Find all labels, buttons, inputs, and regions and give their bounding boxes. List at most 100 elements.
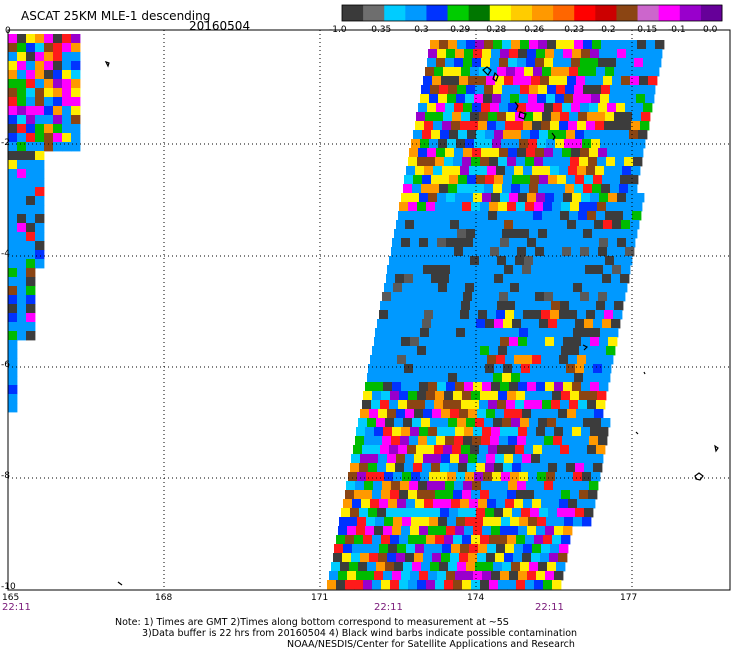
data-cell <box>461 112 471 122</box>
data-cell <box>562 481 572 491</box>
data-cell <box>35 214 45 224</box>
data-cell <box>419 382 429 392</box>
data-cell <box>462 535 472 545</box>
data-cell <box>540 76 550 86</box>
data-cell <box>574 85 584 95</box>
data-cell <box>645 94 655 104</box>
data-cell <box>359 508 369 518</box>
data-cell <box>405 409 415 419</box>
data-cell <box>408 391 418 401</box>
data-cell <box>577 166 587 176</box>
data-cell <box>422 130 432 140</box>
data-cell <box>438 328 448 338</box>
data-cell <box>44 142 54 152</box>
data-cell <box>458 463 468 473</box>
data-cell <box>457 229 467 239</box>
data-cell <box>598 103 608 113</box>
data-cell <box>559 310 569 320</box>
data-cell <box>604 310 614 320</box>
colorbar-swatch <box>553 5 575 21</box>
data-cell <box>507 346 517 356</box>
data-cell <box>53 115 63 125</box>
data-cell <box>572 382 582 392</box>
data-cell <box>422 175 432 185</box>
data-cell <box>587 211 597 221</box>
note-line-2: 3)Data buffer is 22 hrs from 20160504 4)… <box>142 628 578 639</box>
data-cell <box>427 58 437 68</box>
data-cell <box>500 193 510 203</box>
y-tick-6: -6 <box>1 360 10 370</box>
data-cell <box>381 535 391 545</box>
data-cell <box>477 454 487 464</box>
data-cell <box>361 544 371 554</box>
data-cell <box>531 220 541 230</box>
data-cell <box>360 409 370 419</box>
data-cell <box>614 112 624 122</box>
data-cell <box>446 337 456 347</box>
data-cell <box>628 85 638 95</box>
data-cell <box>626 49 636 59</box>
data-cell <box>437 193 447 203</box>
data-cell <box>509 571 519 581</box>
data-cell <box>596 67 606 77</box>
data-cell <box>44 97 54 107</box>
data-cell <box>598 148 608 158</box>
data-cell <box>407 301 417 311</box>
data-cell <box>429 139 439 149</box>
data-cell <box>504 409 514 419</box>
data-cell <box>53 133 63 143</box>
data-cell <box>566 274 576 284</box>
data-cell <box>451 544 461 554</box>
data-cell <box>613 166 623 176</box>
data-cell <box>473 526 483 536</box>
data-cell <box>540 265 550 275</box>
data-cell <box>445 481 455 491</box>
data-cell <box>489 580 499 590</box>
data-cell <box>363 391 373 401</box>
data-cell <box>439 562 449 572</box>
data-cell <box>384 517 394 527</box>
data-cell <box>608 49 618 59</box>
data-cell <box>8 358 18 368</box>
data-cell <box>496 310 506 320</box>
data-cell <box>518 49 528 59</box>
data-cell <box>529 85 539 95</box>
data-cell <box>420 94 430 104</box>
data-cell <box>436 436 446 446</box>
data-cell <box>439 40 449 50</box>
data-cell <box>396 454 406 464</box>
data-cell <box>607 148 617 158</box>
data-cell <box>368 508 378 518</box>
data-cell <box>407 256 417 266</box>
data-cell <box>611 319 621 329</box>
data-cell <box>571 148 581 158</box>
data-cell <box>517 148 527 158</box>
data-cell <box>407 211 417 221</box>
data-cell <box>474 283 484 293</box>
data-cell <box>644 49 654 59</box>
data-cell <box>572 337 582 347</box>
data-cell <box>53 61 63 71</box>
data-cell <box>496 544 506 554</box>
data-cell <box>395 274 405 284</box>
data-cell <box>648 76 658 86</box>
data-cell <box>431 364 441 374</box>
data-cell <box>573 139 583 149</box>
data-cell <box>17 232 27 242</box>
data-cell <box>455 49 465 59</box>
data-cell <box>437 337 447 347</box>
data-cell <box>576 454 586 464</box>
data-cell <box>17 79 27 89</box>
data-cell <box>655 40 665 50</box>
data-cell <box>450 409 460 419</box>
data-cell <box>548 274 558 284</box>
data-cell <box>566 508 576 518</box>
data-cell <box>565 229 575 239</box>
data-cell <box>589 148 599 158</box>
data-cell <box>506 256 516 266</box>
data-cell <box>577 355 587 365</box>
data-cell <box>451 310 461 320</box>
data-cell <box>621 76 631 86</box>
data-cell <box>468 553 478 563</box>
data-cell <box>552 580 562 590</box>
